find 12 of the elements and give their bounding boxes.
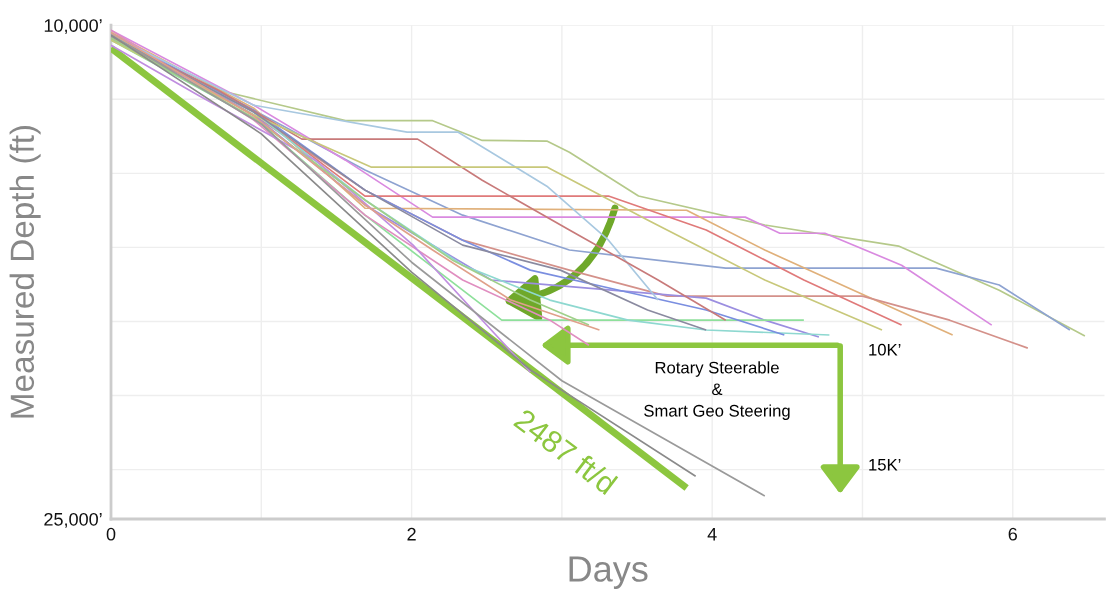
x-tick-label: 6 [1008, 527, 1017, 541]
y-axis-title: Measured Depth (ft) [9, 125, 41, 418]
annotation: Rotary Steerable & Smart Geo Steering [644, 361, 790, 420]
x-tick-label: 4 [707, 528, 717, 541]
x-tick-label: 2 [407, 527, 416, 541]
annotation: 10K’ [869, 343, 901, 356]
y-tick-label: 10,000’ [44, 19, 102, 35]
x-axis-title: Days [569, 556, 648, 589]
x-tick-label: 0 [106, 527, 116, 541]
annotation: 15K’ [869, 459, 901, 471]
text: 2487 ft/d [512, 407, 619, 496]
y-tick-label: 25,000’ [44, 512, 102, 528]
